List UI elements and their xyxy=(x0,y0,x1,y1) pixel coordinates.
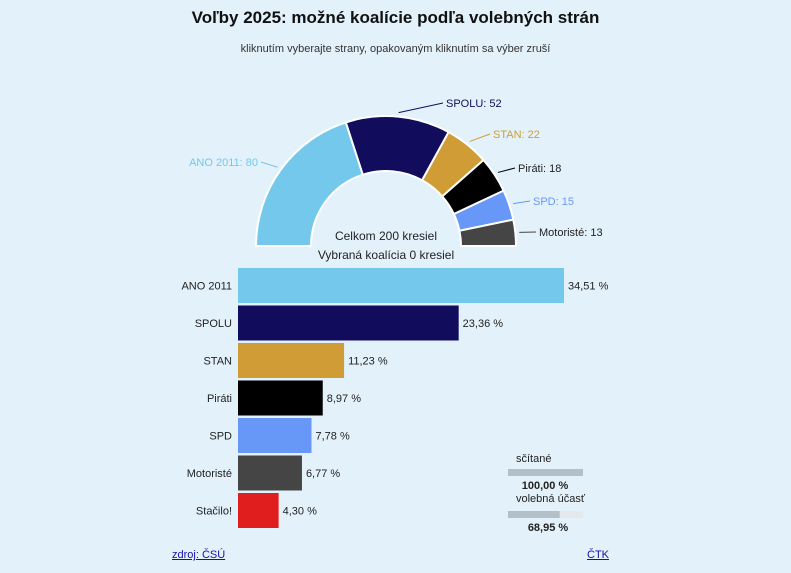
vote-bar-stacilo[interactable] xyxy=(238,493,279,528)
bar-value-ano-2011: 34,51 % xyxy=(568,281,609,293)
source-link[interactable]: zdroj: ČSÚ xyxy=(172,549,226,561)
bar-value-motoriste: 6,77 % xyxy=(306,468,340,480)
bar-value-spd: 7,78 % xyxy=(315,431,349,443)
seat-label-connector xyxy=(398,102,444,114)
coalition-seats-label: Vybraná koalícia 0 kresiel xyxy=(318,248,454,262)
seat-slice-motoriste[interactable] xyxy=(458,218,518,247)
seat-label-spolu: SPOLU: 52 xyxy=(446,98,502,110)
counted-label: sčítané xyxy=(516,453,551,465)
seat-label-ano-2011: ANO 2011: 80 xyxy=(189,157,258,169)
vote-bar-ano-2011[interactable] xyxy=(238,268,564,303)
bar-value-pirati: 8,97 % xyxy=(327,393,361,405)
seat-label-connector xyxy=(497,167,516,173)
seat-slice-ano-2011[interactable] xyxy=(254,121,365,247)
bar-label-pirati: Piráti xyxy=(207,393,232,405)
chart-title: Voľby 2025: možné koalície podľa volebný… xyxy=(191,8,600,27)
turnout-fill xyxy=(508,511,560,518)
counted-fill xyxy=(508,469,583,476)
bar-label-spolu: SPOLU xyxy=(195,318,232,330)
vote-bar-pirati[interactable] xyxy=(238,380,323,416)
vote-bar-spd[interactable] xyxy=(238,418,312,453)
bar-value-spolu: 23,36 % xyxy=(463,318,504,330)
chart-subtitle: kliknutím vyberajte strany, opakovaným k… xyxy=(240,43,551,55)
bar-label-ano-2011: ANO 2011 xyxy=(181,281,232,293)
bar-label-motoriste: Motoristé xyxy=(187,468,232,480)
bar-value-stacilo: 4,30 % xyxy=(283,506,317,518)
seat-label-stan: STAN: 22 xyxy=(493,129,540,141)
turnout-label: volebná účasť xyxy=(516,493,586,505)
turnout-value: 68,95 % xyxy=(528,522,569,534)
seat-label-connector xyxy=(513,200,531,205)
bar-label-spd: SPD xyxy=(209,431,232,443)
vote-bar-stan[interactable] xyxy=(238,343,345,378)
agency-link[interactable]: ČTK xyxy=(587,549,609,561)
bar-value-stan: 11,23 % xyxy=(348,356,388,368)
seat-label-spd: SPD: 15 xyxy=(533,196,574,208)
total-seats-label: Celkom 200 kresiel xyxy=(335,229,437,243)
seat-label-connector xyxy=(260,161,278,168)
seat-label-pirati: Piráti: 18 xyxy=(518,163,561,175)
seat-label-connector xyxy=(469,133,491,142)
vote-bar-motoriste[interactable] xyxy=(238,455,302,491)
bar-label-stacilo: Stačilo! xyxy=(196,506,232,518)
vote-bar-spolu[interactable] xyxy=(238,305,459,341)
counted-value: 100,00 % xyxy=(522,480,569,492)
seat-label-motoriste: Motoristé: 13 xyxy=(539,227,603,239)
bar-label-stan: STAN xyxy=(203,356,232,368)
